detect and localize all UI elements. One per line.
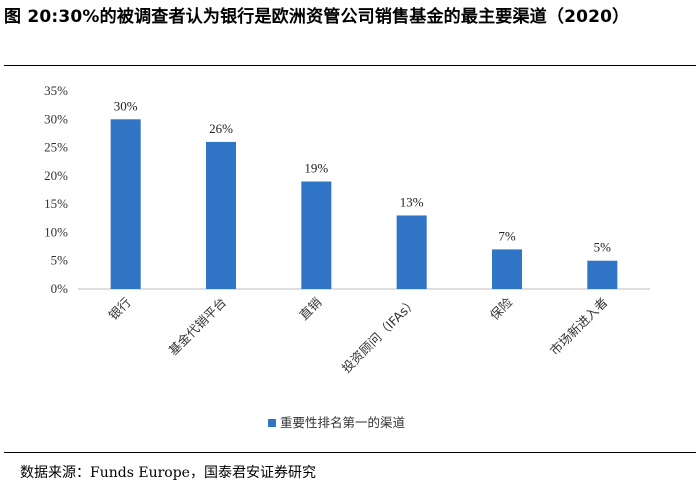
bar [206,141,236,289]
bottom-rule [4,452,696,453]
x-category-label: 市场新进入者 [547,295,611,359]
x-category-label: 直销 [296,295,324,323]
figure-title: 图 20:30%的被调查者认为银行是欧洲资管公司销售基金的最主要渠道（2020） [4,7,630,27]
data-label: 5% [594,240,612,255]
bar [587,260,618,289]
y-tick-label: 25% [44,140,68,155]
data-source: 数据来源：Funds Europe，国泰君安证券研究 [20,465,316,481]
x-category-label: 投资顾问（IFAs） [339,295,420,376]
x-category-label: 银行 [105,295,133,323]
bar [396,215,427,289]
y-tick-label: 0% [51,281,69,296]
data-label: 30% [114,98,138,113]
y-tick-label: 10% [44,224,68,239]
data-label: 7% [498,228,516,243]
y-tick-label: 15% [44,196,68,211]
y-tick-label: 35% [44,83,68,98]
x-category-label: 基金代销平台 [165,295,229,359]
x-category-label: 保险 [487,294,516,323]
y-tick-label: 5% [51,253,69,268]
legend-label: 重要性排名第一的渠道 [280,415,406,430]
y-tick-label: 30% [44,111,68,126]
data-label: 19% [304,161,328,176]
y-tick-label: 20% [44,168,68,183]
bar [301,181,332,289]
top-rule [4,65,696,66]
data-label: 26% [209,121,233,136]
legend-swatch [268,419,276,427]
bar [492,249,522,289]
bar [110,119,141,290]
bar-chart: 0% 5% 10% 15% 20% 25% 30% 35% 30% 银行 26% 基金代销平台 19% 直… [44,83,650,430]
data-label: 13% [400,194,424,209]
